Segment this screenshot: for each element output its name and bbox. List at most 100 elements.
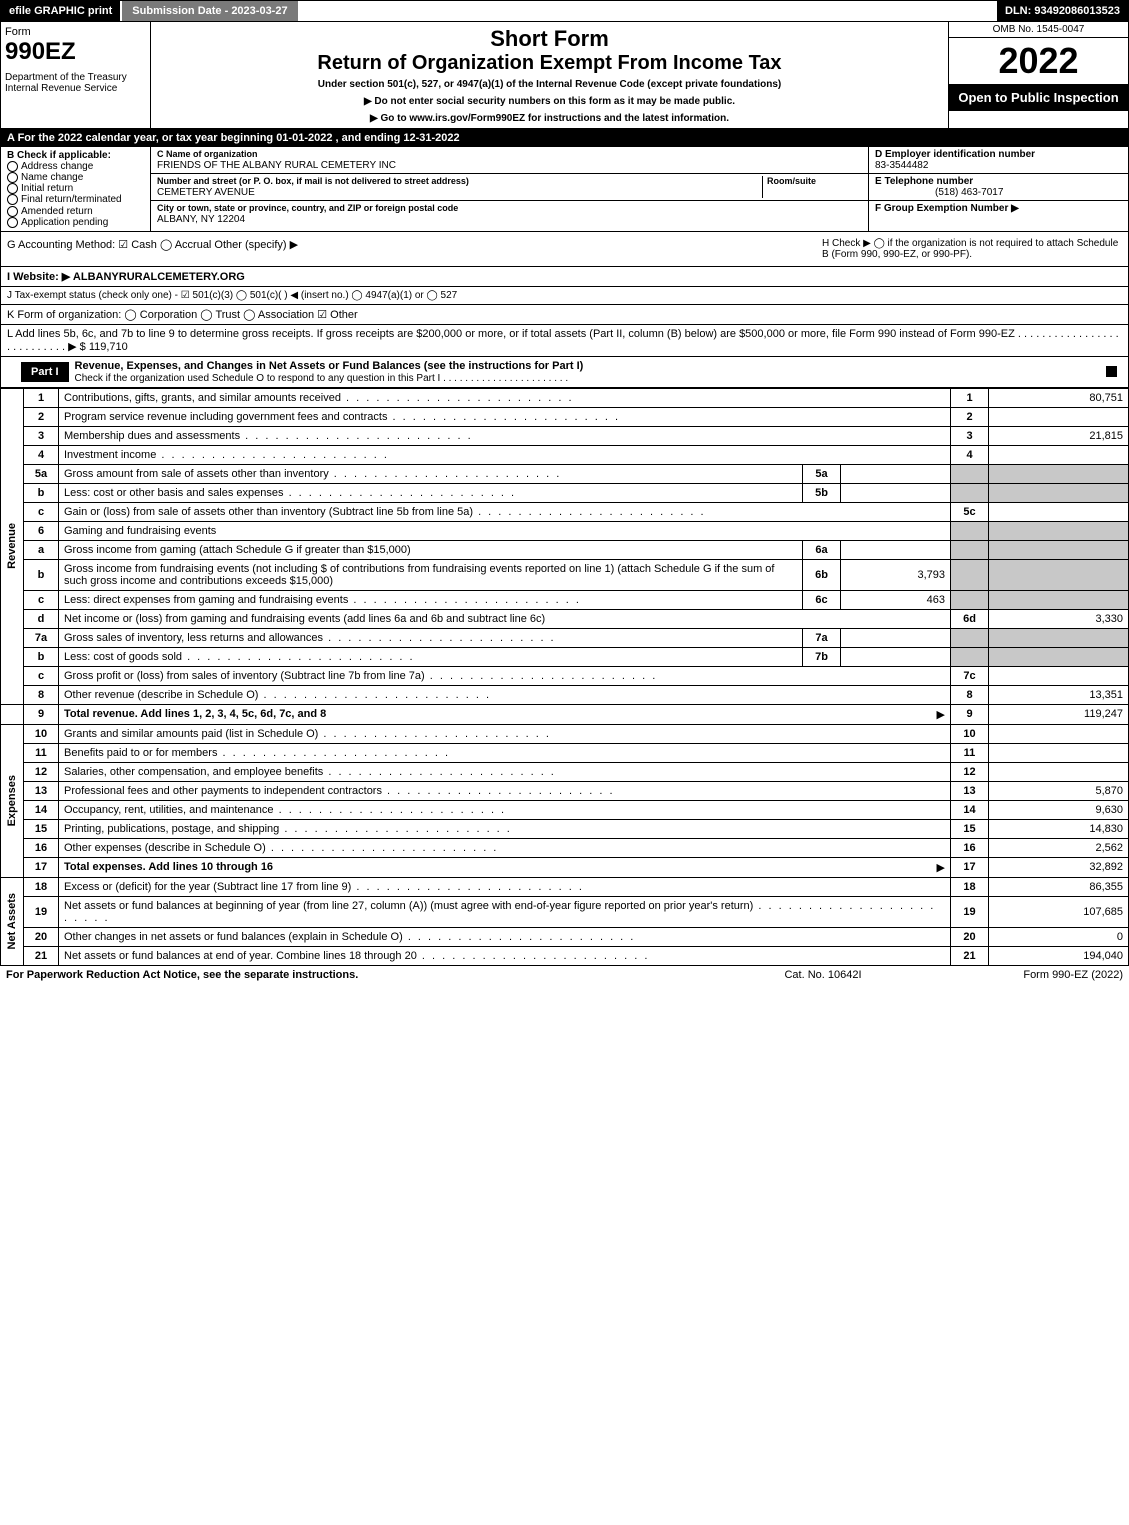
- line-5b-miniref: 5b: [803, 483, 841, 502]
- line-1-val: 80,751: [989, 388, 1129, 407]
- line-5a-minival: [841, 464, 951, 483]
- grey-cell: [989, 647, 1129, 666]
- line-10-desc: Grants and similar amounts paid (list in…: [64, 728, 551, 740]
- line-desc: Professional fees and other payments to …: [59, 781, 951, 800]
- line-desc: Benefits paid to or for members: [59, 743, 951, 762]
- line-18-val: 86,355: [989, 877, 1129, 896]
- line-13-ref: 13: [951, 781, 989, 800]
- line-15-desc: Printing, publications, postage, and shi…: [64, 823, 512, 835]
- arrow-icon: ▶: [937, 861, 945, 874]
- box-b: B Check if applicable: Address change Na…: [1, 147, 151, 231]
- line-desc: Net assets or fund balances at beginning…: [59, 896, 951, 927]
- line-20-desc: Other changes in net assets or fund bala…: [64, 931, 635, 943]
- city-value: ALBANY, NY 12204: [157, 214, 245, 225]
- header-center: Short Form Return of Organization Exempt…: [151, 22, 948, 128]
- line-11-ref: 11: [951, 743, 989, 762]
- part1-checkbox: [1098, 366, 1128, 378]
- check-final-return: Final return/terminated: [7, 194, 144, 205]
- grey-cell: [951, 483, 989, 502]
- ein-value: 83-3544482: [875, 160, 928, 171]
- line-desc: Gross profit or (loss) from sales of inv…: [59, 666, 951, 685]
- check-application-pending: Application pending: [7, 217, 144, 228]
- note-url: ▶ Go to www.irs.gov/Form990EZ for instru…: [155, 113, 944, 124]
- line-num: d: [24, 609, 59, 628]
- phone-value: (518) 463-7017: [875, 187, 1003, 198]
- line-desc: Less: cost of goods sold: [59, 647, 803, 666]
- line-9-val: 119,247: [989, 704, 1129, 724]
- line-20-val: 0: [989, 927, 1129, 946]
- box-c-street: Number and street (or P. O. box, if mail…: [151, 174, 868, 201]
- city-label: City or town, state or province, country…: [157, 203, 458, 213]
- footer-left: For Paperwork Reduction Act Notice, see …: [6, 969, 723, 981]
- grey-cell: [989, 540, 1129, 559]
- open-to-public: Open to Public Inspection: [949, 84, 1128, 111]
- line-7b-desc: Less: cost of goods sold: [64, 651, 415, 663]
- org-name: FRIENDS OF THE ALBANY RURAL CEMETERY INC: [157, 160, 396, 171]
- row-i-text: I Website: ▶ ALBANYRURALCEMETERY.ORG: [7, 271, 245, 283]
- block-bcdef: B Check if applicable: Address change Na…: [0, 147, 1129, 232]
- line-10-val: [989, 724, 1129, 743]
- line-14-ref: 14: [951, 800, 989, 819]
- line-desc: Gain or (loss) from sale of assets other…: [59, 502, 951, 521]
- line-1-ref: 1: [951, 388, 989, 407]
- grey-cell: [989, 464, 1129, 483]
- line-6b-miniref: 6b: [803, 559, 841, 590]
- line-12-desc: Salaries, other compensation, and employ…: [64, 766, 556, 778]
- omb-number: OMB No. 1545-0047: [949, 22, 1128, 38]
- dln-label: DLN: 93492086013523: [997, 1, 1128, 21]
- line-num: 6: [24, 521, 59, 540]
- line-2-val: [989, 407, 1129, 426]
- line-6c-desc: Less: direct expenses from gaming and fu…: [64, 594, 581, 606]
- line-num: 20: [24, 927, 59, 946]
- line-7b-minival: [841, 647, 951, 666]
- sidebar-netassets-text: Net Assets: [6, 893, 18, 949]
- line-num: 9: [24, 704, 59, 724]
- line-2-ref: 2: [951, 407, 989, 426]
- form-word: Form: [5, 26, 146, 38]
- top-bar: efile GRAPHIC print Submission Date - 20…: [0, 0, 1129, 22]
- topbar-spacer: [298, 1, 997, 21]
- line-num: c: [24, 590, 59, 609]
- grey-cell: [989, 483, 1129, 502]
- header-right: OMB No. 1545-0047 2022 Open to Public In…: [948, 22, 1128, 128]
- lines-table: Revenue 1 Contributions, gifts, grants, …: [0, 388, 1129, 966]
- line-num: 8: [24, 685, 59, 704]
- short-form-title: Short Form: [155, 26, 944, 52]
- check-address-change: Address change: [7, 161, 144, 172]
- check-label: Name change: [21, 172, 83, 183]
- line-num: 14: [24, 800, 59, 819]
- line-5c-desc: Gain or (loss) from sale of assets other…: [64, 506, 706, 518]
- line-num: 17: [24, 857, 59, 877]
- line-12-ref: 12: [951, 762, 989, 781]
- box-c-name: C Name of organization FRIENDS OF THE AL…: [151, 147, 868, 174]
- line-num: 18: [24, 877, 59, 896]
- line-5a-miniref: 5a: [803, 464, 841, 483]
- line-11-val: [989, 743, 1129, 762]
- line-13-desc: Professional fees and other payments to …: [64, 785, 615, 797]
- line-19-val: 107,685: [989, 896, 1129, 927]
- line-6d-val: 3,330: [989, 609, 1129, 628]
- ein-label: D Employer identification number: [875, 149, 1035, 160]
- arrow-icon: ▶: [937, 708, 945, 721]
- header-left: Form 990EZ Department of the Treasury In…: [1, 22, 151, 128]
- line-num: 21: [24, 946, 59, 965]
- tax-year: 2022: [949, 38, 1128, 84]
- line-7c-ref: 7c: [951, 666, 989, 685]
- check-amended: Amended return: [7, 206, 144, 217]
- grey-cell: [951, 628, 989, 647]
- box-f: F Group Exemption Number ▶: [869, 201, 1128, 216]
- line-num: 3: [24, 426, 59, 445]
- box-c: C Name of organization FRIENDS OF THE AL…: [151, 147, 868, 231]
- line-7a-miniref: 7a: [803, 628, 841, 647]
- box-def: D Employer identification number 83-3544…: [868, 147, 1128, 231]
- line-13-val: 5,870: [989, 781, 1129, 800]
- check-label: Address change: [21, 161, 93, 172]
- line-3-ref: 3: [951, 426, 989, 445]
- phone-label: E Telephone number: [875, 176, 973, 187]
- part1-sub: Check if the organization used Schedule …: [75, 373, 569, 384]
- line-num: 1: [24, 388, 59, 407]
- line-3-val: 21,815: [989, 426, 1129, 445]
- part1-title: Revenue, Expenses, and Changes in Net As…: [69, 357, 1098, 387]
- line-6b-minival: 3,793: [841, 559, 951, 590]
- line-desc: Other changes in net assets or fund bala…: [59, 927, 951, 946]
